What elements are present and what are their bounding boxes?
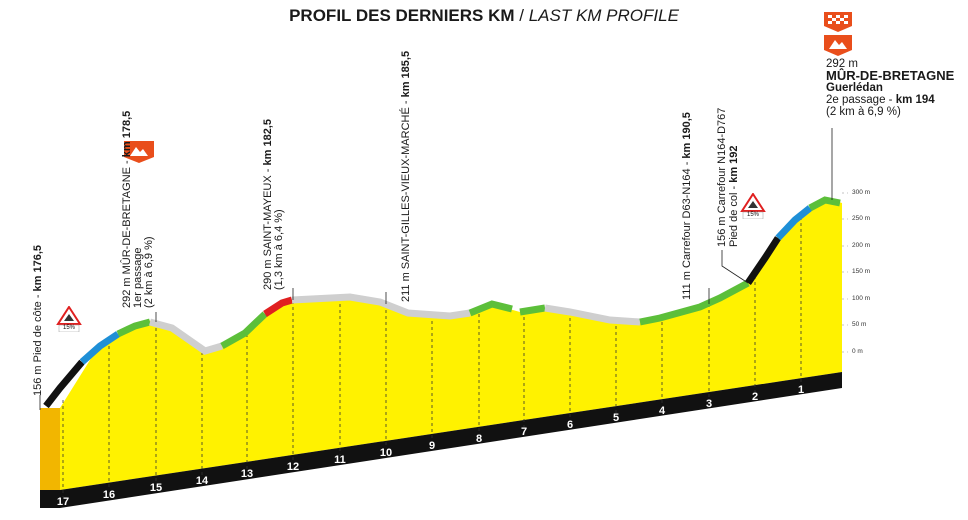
segment-hard-1 (79, 331, 120, 365)
passage-km: km 194 (895, 94, 935, 106)
label-climb: (2 km à 6,9 %) (143, 236, 155, 308)
segment-steep-2 (745, 236, 781, 285)
segment-steep-1 (43, 359, 85, 409)
finish-climb: (2 km à 6,9 %) (826, 106, 901, 118)
label-carrefour-1: 111 m Carrefour D63-N164 - km 190,5 (681, 112, 693, 300)
altitude-tick: 300 m (852, 189, 871, 196)
km-marker: 5 (612, 412, 620, 424)
km-marker: 13 (240, 468, 254, 480)
km-marker: 14 (195, 475, 209, 487)
segment-moderate-1 (116, 318, 151, 338)
mountain-icon (124, 141, 154, 163)
km-marker: 4 (658, 405, 666, 417)
label-km: km 176,5 (32, 244, 44, 292)
segment-flat-3 (544, 304, 641, 326)
label-text: 156 m Pied de côte - (32, 291, 44, 396)
altitude-gridlines (842, 192, 848, 353)
segment-moderate-4 (519, 304, 546, 316)
title-separator: / (514, 6, 529, 25)
km-marker: 17 (56, 496, 70, 508)
grade-badge-2: 15% (746, 212, 759, 218)
km-marker: 8 (475, 433, 483, 445)
altitude-tick: 0 m (852, 348, 863, 355)
label-climb: (1,3 km à 6,4 %) (273, 209, 285, 290)
label-km: km 178,5 (121, 110, 133, 158)
climb-warning-icon (56, 306, 82, 332)
km-marker: 12 (286, 461, 300, 473)
km-marker: 2 (751, 391, 759, 403)
leader-lines (39, 128, 833, 410)
label-text: 211 m SAINT-GILLES-VIEUX-MARCHÉ - (400, 97, 412, 302)
label-km: km 182,5 (262, 119, 274, 166)
km-marker: 6 (566, 419, 574, 431)
segment-hard-2 (775, 205, 813, 241)
label-saint-mayeux: 290 m SAINT-MAYEUX - km 182,5 (1,3 km à … (262, 119, 285, 290)
climb-warning-icon (740, 193, 766, 219)
segment-flat-1 (149, 318, 223, 355)
km-marker: 15 (149, 482, 163, 494)
altitude-tick: 250 m (852, 215, 871, 222)
title-main: PROFIL DES DERNIERS KM (289, 6, 515, 25)
passage-number: 2 (826, 94, 833, 106)
segment-flat-2 (291, 293, 471, 320)
title-sub: LAST KM PROFILE (528, 6, 679, 25)
label-text-2: Pied de col - (728, 182, 740, 247)
finish-name: MÛR-DE-BRETAGNE (826, 68, 955, 83)
altitude-tick: 150 m (852, 268, 871, 275)
checkered-flag-icon (824, 12, 852, 32)
page-title: PROFIL DES DERNIERS KM / LAST KM PROFILE (0, 6, 968, 26)
label-text: 111 m Carrefour D63-N164 - (681, 158, 693, 300)
km-guides (62, 217, 802, 497)
km-marker: 16 (102, 489, 116, 501)
segment-moderate-3 (468, 300, 513, 317)
finish-town: Guerlédan (826, 82, 883, 94)
km-marker: 10 (379, 447, 393, 459)
km-marker: 7 (520, 426, 528, 438)
altitude-tick: 100 m (852, 295, 871, 302)
label-pied-de-cote: 156 m Pied de côte - km 176,5 (32, 245, 44, 396)
finish-info: 292 m MÛR-DE-BRETAGNE Guerlédan 2e passa… (826, 58, 954, 118)
segment-moderate-5 (639, 279, 750, 326)
label-km: km 190,5 (681, 112, 693, 159)
mountain-icon (824, 35, 852, 56)
km-marker: 9 (428, 440, 436, 452)
label-km: km 192 (728, 145, 740, 183)
segment-moderate-2 (220, 311, 268, 350)
finish-passage: 2e passage - km 194 (826, 94, 954, 106)
km-marker: 3 (705, 398, 713, 410)
segment-moderate-6 (808, 196, 841, 212)
gradient-band (43, 196, 841, 409)
profile-body (60, 200, 842, 490)
label-text: 156 m Carrefour N164-D767 (716, 107, 728, 247)
finish-altitude: 292 m (826, 58, 858, 70)
grade-badge-1: 15% (62, 325, 75, 331)
label-mur-first: 292 m MÛR-DE-BRETAGNE - km 178,5 1er pas… (121, 110, 155, 308)
km-marker: 1 (797, 384, 805, 396)
label-km: km 185,5 (400, 50, 412, 98)
altitude-tick: 50 m (852, 321, 867, 328)
altitude-tick: 200 m (852, 242, 871, 249)
passage-text: e passage - (832, 94, 896, 106)
label-saint-gilles: 211 m SAINT-GILLES-VIEUX-MARCHÉ - km 185… (400, 51, 412, 302)
profile-side-face (40, 408, 60, 490)
km-marker: 11 (334, 454, 346, 466)
label-carrefour-2: 156 m Carrefour N164-D767 Pied de col - … (716, 108, 740, 247)
profile-base (40, 372, 842, 508)
segment-summit (263, 296, 294, 317)
